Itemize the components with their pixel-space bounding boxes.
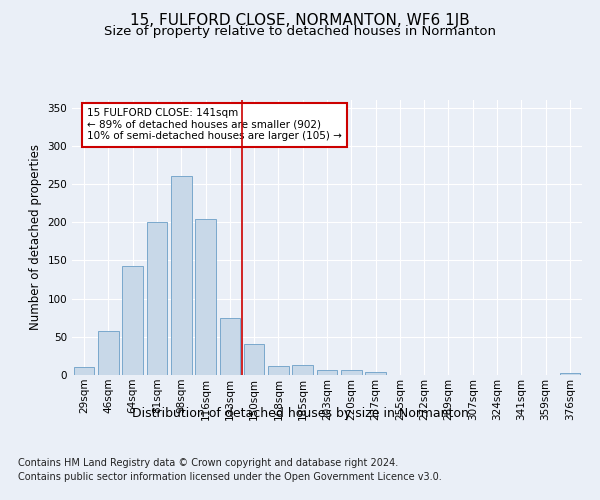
Text: 15 FULFORD CLOSE: 141sqm
← 89% of detached houses are smaller (902)
10% of semi-: 15 FULFORD CLOSE: 141sqm ← 89% of detach… bbox=[88, 108, 342, 142]
Text: Size of property relative to detached houses in Normanton: Size of property relative to detached ho… bbox=[104, 25, 496, 38]
Bar bbox=[195, 219, 216, 375]
Bar bbox=[171, 176, 191, 375]
Bar bbox=[341, 370, 362, 375]
Bar bbox=[146, 222, 167, 375]
Bar bbox=[220, 318, 240, 375]
Bar bbox=[268, 366, 289, 375]
Bar bbox=[292, 365, 313, 375]
Text: Contains public sector information licensed under the Open Government Licence v3: Contains public sector information licen… bbox=[18, 472, 442, 482]
Bar bbox=[317, 370, 337, 375]
Text: Contains HM Land Registry data © Crown copyright and database right 2024.: Contains HM Land Registry data © Crown c… bbox=[18, 458, 398, 468]
Bar bbox=[560, 372, 580, 375]
Bar bbox=[365, 372, 386, 375]
Text: Distribution of detached houses by size in Normanton: Distribution of detached houses by size … bbox=[131, 408, 469, 420]
Text: 15, FULFORD CLOSE, NORMANTON, WF6 1JB: 15, FULFORD CLOSE, NORMANTON, WF6 1JB bbox=[130, 12, 470, 28]
Bar bbox=[122, 266, 143, 375]
Y-axis label: Number of detached properties: Number of detached properties bbox=[29, 144, 42, 330]
Bar bbox=[74, 368, 94, 375]
Bar bbox=[98, 332, 119, 375]
Bar bbox=[244, 344, 265, 375]
